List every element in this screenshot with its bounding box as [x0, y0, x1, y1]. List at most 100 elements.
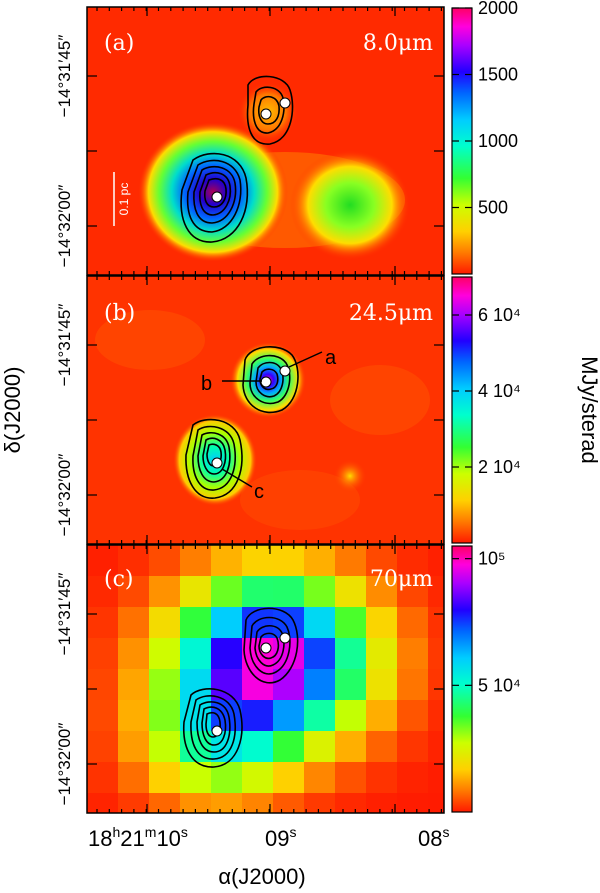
axis-ticks	[87, 7, 444, 813]
panel-c-pixel	[149, 700, 180, 731]
x-tick-minutes: 21	[120, 826, 144, 851]
panel-c-pixel	[366, 824, 397, 855]
panel-c-pixel	[428, 669, 444, 700]
panel-c-pixel	[242, 700, 273, 731]
colorbar-label: MJy/sterad	[577, 356, 600, 464]
panel-c-pixel	[366, 731, 397, 762]
panel-c-pixel	[428, 731, 444, 762]
colorbar-tick-label: 500	[478, 198, 508, 218]
panel-c: (c) 70μm	[86, 544, 445, 855]
panel-c-pixel	[304, 762, 335, 793]
colorbar-b	[451, 276, 473, 544]
panel-c-pixel	[87, 731, 118, 762]
y-axis-title: δ(J2000)	[0, 367, 25, 454]
panel-c-pixel	[180, 793, 211, 813]
panel-a-marker-c	[211, 191, 223, 203]
panel-c-pixel	[149, 576, 180, 607]
panel-b-annotation-b: b	[201, 373, 212, 395]
panel-c-marker-c	[211, 725, 223, 737]
x-tick-minutes-unit: m	[145, 824, 157, 840]
colorbar-tick-label: 5 10⁴	[478, 675, 521, 695]
panel-c-pixel	[304, 793, 335, 813]
x-tick-hours: 18	[88, 826, 112, 851]
panel-b-frame	[86, 275, 445, 545]
panel-c-pixel	[211, 638, 242, 669]
panel-c-pixel	[118, 793, 149, 813]
panel-b-marker-c	[211, 457, 223, 469]
panel-c-pixel	[118, 638, 149, 669]
panel-a-marker-b	[260, 108, 272, 120]
panel-c-pixel	[180, 638, 211, 669]
panel-c-pixel	[335, 545, 366, 576]
panel-b-wavelength: 24.5μm	[349, 301, 433, 326]
panel-c-pixel	[211, 793, 242, 813]
panel-c-pixel	[118, 607, 149, 638]
panel-c-pixel	[304, 607, 335, 638]
panel-c-label: (c)	[104, 567, 134, 592]
panel-b-marker-a	[279, 365, 291, 377]
colorbar-tick-label: 2000	[478, 0, 518, 18]
panel-c-pixel	[428, 762, 444, 793]
panel-c-pixel	[87, 762, 118, 793]
panel-c-pixel	[211, 824, 242, 855]
panel-c-pixel	[335, 731, 366, 762]
panel-c-pixel	[87, 793, 118, 813]
panel-c-pixel	[304, 700, 335, 731]
panel-c-pixel	[149, 669, 180, 700]
x-tick-label-10s: 18h21m10s	[88, 824, 188, 851]
panel-b: a b c (b) 24.5μm	[86, 275, 445, 545]
panel-c-pixel	[87, 700, 118, 731]
panel-c-pixel	[304, 731, 335, 762]
y-tick-label: −14°31′45″	[55, 304, 74, 387]
panel-c-pixel	[273, 700, 304, 731]
x-axis-title: α(J2000)	[218, 864, 305, 889]
panel-c-pixel	[428, 793, 444, 813]
panel-b-annotation-a: a	[325, 347, 337, 369]
x-tick-09: 09	[265, 826, 289, 851]
panel-c-pixel	[304, 824, 335, 855]
panel-c-pixel	[149, 793, 180, 813]
colorbar-ticks: 500 1000 1500 2000 2 10⁴ 4 10⁴ 6 10⁴ 5 10⁴ 10⁵	[452, 0, 521, 695]
panel-c-pixel	[397, 576, 428, 607]
panel-c-pixel	[366, 762, 397, 793]
panel-c-pixel	[211, 669, 242, 700]
panel-c-pixel	[335, 638, 366, 669]
panel-c-pixel	[366, 793, 397, 813]
panel-c-pixel	[397, 545, 428, 576]
colorbar-c-gradient	[451, 545, 473, 813]
panel-c-pixel	[242, 545, 273, 576]
panel-c-pixel	[149, 545, 180, 576]
panel-c-pixel	[428, 607, 444, 638]
panel-c-pixel	[149, 762, 180, 793]
panel-c-pixel	[366, 545, 397, 576]
y-tick-label: −14°32′00″	[55, 723, 74, 806]
panel-c-pixel	[273, 576, 304, 607]
panel-c-pixel	[366, 638, 397, 669]
panel-b-yellow-blob	[334, 460, 366, 492]
panel-b-label: (b)	[104, 301, 135, 326]
panel-c-pixel	[366, 607, 397, 638]
panel-c-pixel	[118, 669, 149, 700]
panel-c-pixel	[304, 576, 335, 607]
colorbar-tick-label: 2 10⁴	[478, 457, 521, 477]
colorbar-b-gradient	[451, 276, 473, 544]
panel-c-pixel	[211, 545, 242, 576]
panel-c-marker-a	[279, 632, 291, 644]
panel-c-pixel	[397, 669, 428, 700]
panel-c-pixel	[273, 762, 304, 793]
panel-c-pixel	[304, 545, 335, 576]
panel-c-pixel	[335, 700, 366, 731]
panel-a-label: (a)	[104, 31, 134, 56]
panel-c-pixel	[273, 545, 304, 576]
panel-c-pixel	[118, 700, 149, 731]
panel-c-pixel	[149, 638, 180, 669]
panel-c-pixel	[118, 731, 149, 762]
panel-c-pixel	[273, 669, 304, 700]
panel-c-pixel	[397, 731, 428, 762]
panel-a-frame	[86, 6, 445, 276]
panel-b-leader-lines	[221, 351, 323, 488]
panel-c-pixel	[397, 607, 428, 638]
panel-c-pixel	[428, 700, 444, 731]
x-tick-08-unit: s	[442, 824, 449, 840]
panel-c-pixel	[87, 545, 118, 576]
